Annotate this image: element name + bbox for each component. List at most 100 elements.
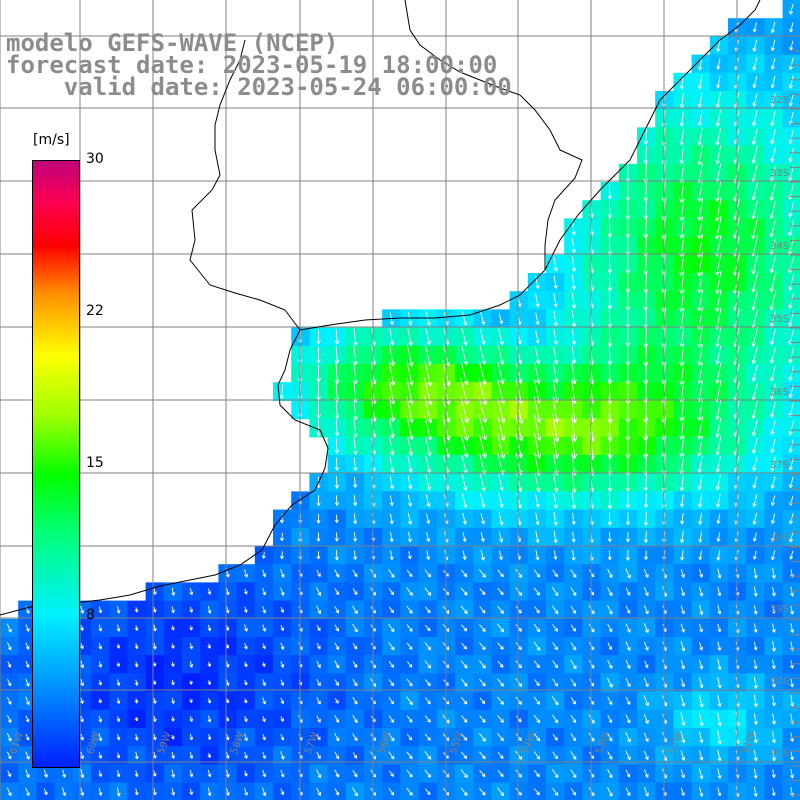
wind-vector-head [699,704,703,708]
wind-vector-head [466,664,468,669]
wind-vector-head [696,325,700,330]
wind-vector-head [336,484,340,489]
wind-vector-head [788,394,791,399]
wind-vector-head [770,122,773,127]
wind-vector-head [445,382,450,387]
wind-vector-head [792,738,795,742]
wind-vector-head [699,521,703,525]
wind-vector-head [484,682,486,687]
wind-vector [496,396,505,423]
wind-vector-head [716,343,720,347]
wind-vector-head [280,719,284,722]
wind-vector-head [771,702,775,707]
wind-vector-head [790,47,794,51]
wind-vector [388,623,395,632]
wind-vector-head [679,452,682,457]
wind-vector [680,361,685,385]
wind-vector [498,512,503,526]
wind-vector-head [679,503,683,507]
wind-vector-head [408,574,413,578]
wind-vector [698,271,703,293]
wind-vector-head [680,271,684,276]
wind-vector-head [317,628,321,632]
wind-vector-head [752,502,755,507]
wind-vector [753,476,758,489]
wind-vector [462,512,466,525]
wind-vector-head [753,67,757,71]
wind-vector-head [792,664,794,669]
wind-vector-head [116,645,120,649]
wind-vector-head [752,102,755,107]
wind-vector-head [699,629,703,633]
wind-vector-head [392,417,396,422]
wind-vector-head [353,415,357,420]
wind-vector [717,605,721,615]
wind-vector [789,291,795,309]
wind-vector [716,145,722,165]
wind-vector-head [717,629,721,633]
wind-vector [680,289,685,312]
wind-vector-head [408,738,412,741]
wind-vector-head [518,629,522,632]
wind-vector [460,434,468,458]
wind-vector-head [626,720,631,724]
wind-vector-head [499,522,503,526]
wind-vector-head [7,738,12,742]
wind-vector [352,752,358,759]
wind-vector-head [536,702,540,705]
wind-vector-head [116,682,120,686]
wind-vector-head [448,435,451,441]
wind-vector [608,236,611,256]
wind-vector-head [734,28,737,33]
wind-vector [570,659,577,669]
wind-vector-head [353,702,358,705]
wind-vector-head [607,214,611,219]
wind-vector-head [572,629,576,632]
wind-vector-head [189,592,193,596]
wind-vector [552,624,558,632]
wind-vector [334,769,340,778]
wind-vector-head [645,739,649,742]
wind-vector-head [499,775,504,778]
wind-vector [515,606,522,614]
wind-vector-head [715,486,718,491]
wind-vector [771,495,776,506]
wind-vector [551,769,559,778]
wind-vector [353,457,357,471]
wind-vector-head [755,629,758,633]
wind-vector-head [645,630,649,633]
wind-vector-head [411,361,414,367]
wind-vector-head [262,737,266,741]
wind-vector-head [665,665,667,669]
wind-vector-head [463,775,468,778]
wind-vector-head [592,455,596,460]
wind-vector-head [537,503,540,508]
wind-vector [699,92,703,108]
wind-vector-head [520,609,522,614]
wind-vector-head [789,538,791,543]
wind-vector-head [318,520,321,524]
wind-vector-head [554,647,558,651]
wind-vector-head [699,722,703,727]
wind-vector-head [661,178,664,183]
wind-vector-head [573,340,577,345]
wind-vector-head [788,139,791,144]
wind-vector-head [697,343,700,348]
wind-vector-head [354,520,358,524]
wind-vector-head [789,28,791,33]
wind-vector-head [789,46,791,51]
wind-vector-head [408,469,412,473]
colorbar-tick-15: 15 [86,455,104,471]
wind-vector-head [82,736,84,741]
coastline-river-plate-west [189,39,301,331]
wind-vector-head [752,234,756,239]
wind-vector [424,660,431,669]
wind-vector-head [26,793,30,796]
wind-vector [752,364,758,382]
wind-vector-head [448,381,451,387]
wind-vector [461,642,467,650]
wind-vector-head [429,664,432,669]
wind-vector-head [715,415,718,420]
wind-vector [570,605,577,614]
wind-vector [352,769,358,778]
